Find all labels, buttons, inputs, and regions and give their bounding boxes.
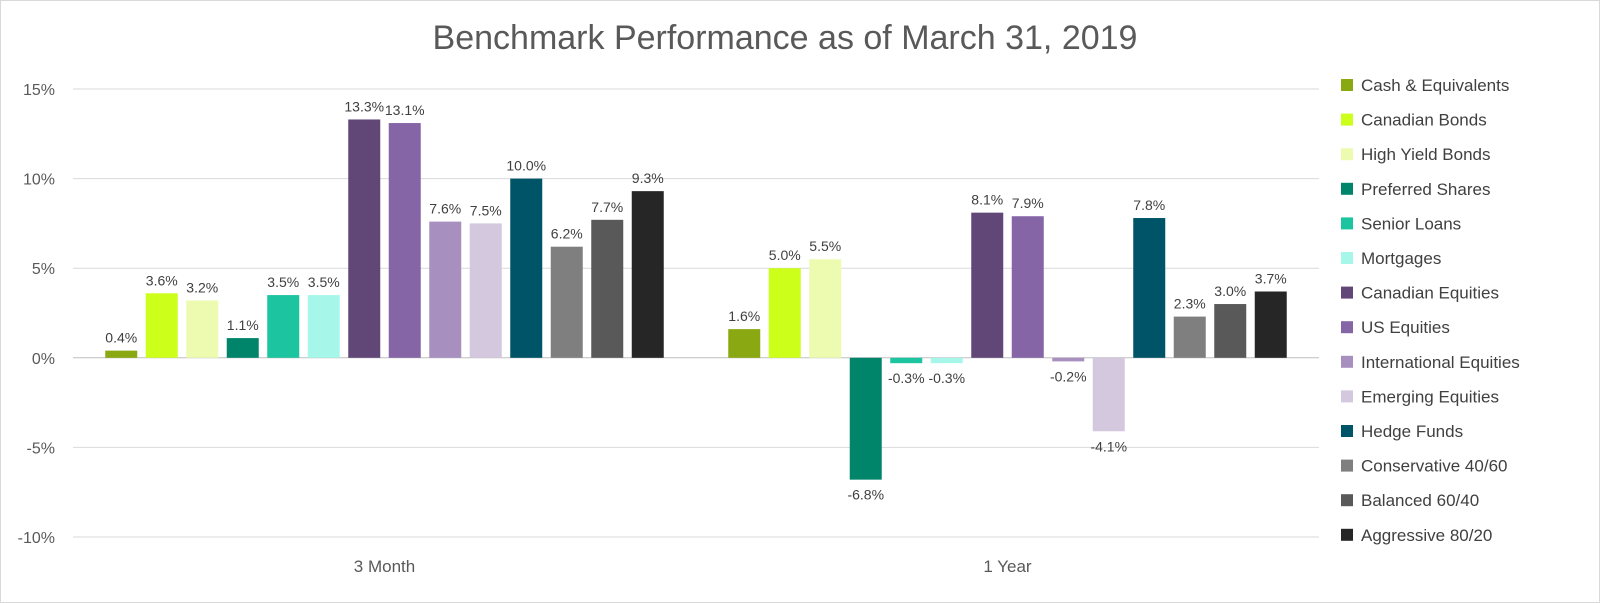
data-label: 7.5% (470, 202, 502, 218)
x-category-label: 1 Year (983, 557, 1032, 576)
legend-swatch (1341, 286, 1353, 299)
data-label: 8.1% (971, 192, 1003, 208)
data-label: 10.0% (506, 158, 546, 174)
data-label: 13.1% (385, 102, 425, 118)
data-label: -0.3% (888, 370, 925, 386)
bar (1052, 357, 1085, 362)
data-label: 7.8% (1133, 197, 1165, 213)
legend-label: Senior Loans (1361, 214, 1461, 233)
legend-swatch (1341, 217, 1353, 230)
data-label: 7.7% (591, 199, 623, 215)
bar (186, 300, 219, 358)
data-label: -4.1% (1090, 438, 1127, 454)
bar (930, 357, 963, 364)
data-label: -0.3% (928, 370, 965, 386)
legend-swatch (1341, 355, 1353, 368)
data-label: 5.0% (769, 247, 801, 263)
bar (971, 212, 1004, 358)
bar (591, 219, 624, 358)
bar (388, 123, 421, 358)
y-tick-label: -10% (18, 530, 55, 547)
bar (1254, 291, 1287, 358)
legend-label: Canadian Bonds (1361, 111, 1487, 130)
bar (631, 191, 664, 358)
bar (226, 338, 259, 358)
legend-label: Aggressive 80/20 (1361, 526, 1492, 545)
bar (550, 246, 583, 358)
data-label: -0.2% (1050, 368, 1087, 384)
legend-label: Hedge Funds (1361, 422, 1463, 441)
y-tick-label: 5% (32, 261, 55, 278)
data-label: 7.9% (1012, 195, 1044, 211)
legend-swatch (1341, 321, 1353, 334)
legend-swatch (1341, 390, 1353, 403)
x-category-label: 3 Month (354, 557, 415, 576)
data-label: 3.0% (1214, 283, 1246, 299)
legend-label: International Equities (1361, 353, 1520, 372)
bar (267, 295, 300, 358)
bar (768, 268, 801, 358)
data-label: 3.2% (186, 279, 218, 295)
data-label: 3.6% (146, 272, 178, 288)
legend-label: Mortgages (1361, 249, 1441, 268)
data-label: 13.3% (344, 98, 384, 114)
legend-label: Cash & Equivalents (1361, 76, 1509, 95)
legend-label: Canadian Equities (1361, 284, 1499, 303)
data-label: 6.2% (551, 226, 583, 242)
legend-swatch (1341, 494, 1353, 507)
legend-swatch (1341, 148, 1353, 161)
legend-swatch (1341, 459, 1353, 472)
legend-swatch (1341, 252, 1353, 264)
legend-label: High Yield Bonds (1361, 145, 1490, 164)
legend-label: Preferred Shares (1361, 180, 1490, 199)
y-tick-label: 10% (23, 172, 55, 189)
legend-label: Emerging Equities (1361, 387, 1499, 406)
chart-title: Benchmark Performance as of March 31, 20… (432, 19, 1138, 57)
data-label: 0.4% (105, 330, 137, 346)
data-label: 9.3% (632, 170, 664, 186)
bar (1214, 304, 1247, 358)
bar (1173, 316, 1206, 358)
bar (1011, 216, 1044, 358)
data-label: 1.1% (227, 317, 259, 333)
legend-label: Conservative 40/60 (1361, 457, 1507, 476)
y-tick-label: 0% (32, 351, 55, 368)
legend-swatch (1341, 425, 1353, 437)
bar (809, 259, 842, 358)
bar (348, 119, 381, 358)
legend-swatch (1341, 79, 1353, 91)
legend-label: US Equities (1361, 318, 1450, 337)
bar (849, 357, 882, 480)
legend-label: Balanced 60/40 (1361, 491, 1479, 510)
data-label: 7.6% (429, 201, 461, 217)
data-label: 1.6% (728, 308, 760, 324)
bar (145, 293, 178, 358)
bar (1133, 218, 1166, 358)
data-label: 5.5% (809, 238, 841, 254)
data-label: 3.5% (267, 274, 299, 290)
bar (890, 357, 923, 364)
bar (728, 329, 761, 358)
data-label: 3.7% (1255, 270, 1287, 286)
data-label: 3.5% (308, 274, 340, 290)
data-label: -6.8% (847, 487, 884, 503)
bar (307, 295, 340, 358)
legend-swatch (1341, 113, 1353, 126)
y-tick-label: 15% (23, 82, 55, 99)
bar (429, 221, 462, 358)
bar (469, 223, 502, 358)
y-tick-label: -5% (27, 440, 55, 457)
bar (510, 178, 543, 358)
bar (1092, 357, 1125, 432)
legend-swatch (1341, 182, 1353, 195)
data-label: 2.3% (1174, 296, 1206, 312)
legend-swatch (1341, 528, 1353, 541)
bar (105, 350, 138, 358)
